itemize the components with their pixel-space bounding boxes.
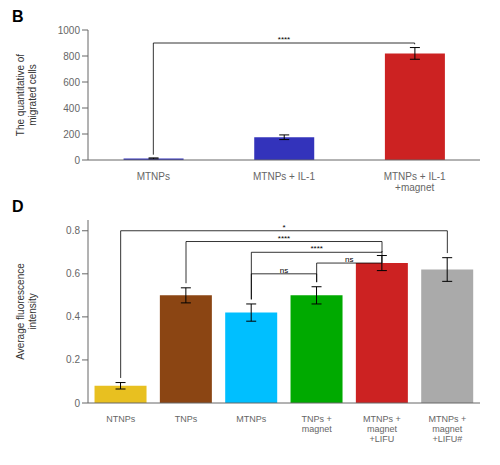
html-text:B: B	[12, 8, 24, 25]
svg-text:0.8: 0.8	[66, 225, 80, 236]
svg-text:0: 0	[74, 398, 80, 409]
svg-text:ns: ns	[345, 255, 353, 264]
svg-text:TNPs +magnet: TNPs +magnet	[302, 414, 333, 434]
svg-text:Average fluorescenceintensity: Average fluorescenceintensity	[15, 263, 38, 360]
svg-text:400: 400	[63, 103, 80, 114]
svg-text:MTNPs +magnet+LIFU#: MTNPs +magnet+LIFU#	[428, 414, 466, 444]
svg-text:****: ****	[278, 234, 290, 243]
svg-text:****: ****	[310, 244, 322, 253]
svg-text:200: 200	[63, 129, 80, 140]
svg-text:0.2: 0.2	[66, 354, 80, 365]
svg-text:MTNPs + IL-1+magnet: MTNPs + IL-1+magnet	[384, 171, 446, 193]
svg-text:NTNPs: NTNPs	[106, 414, 135, 424]
svg-text:0.4: 0.4	[66, 311, 80, 322]
svg-text:TNPs: TNPs	[175, 414, 198, 424]
svg-text:ns: ns	[280, 266, 288, 275]
svg-text:0: 0	[74, 155, 80, 166]
svg-text:800: 800	[63, 51, 80, 62]
svg-text:1000: 1000	[58, 25, 81, 36]
svg-text:The quantitative ofmigrated ce: The quantitative ofmigrated cells	[15, 54, 38, 136]
svg-text:0.6: 0.6	[66, 268, 80, 279]
svg-text:*: *	[282, 223, 285, 232]
svg-text:MTNPs: MTNPs	[137, 171, 170, 182]
svg-text:MTNPs +magnet+LIFU: MTNPs +magnet+LIFU	[363, 414, 401, 444]
svg-text:****: ****	[278, 35, 290, 44]
svg-text:600: 600	[63, 77, 80, 88]
svg-text:MTNPs: MTNPs	[236, 414, 266, 424]
svg-text:MTNPs + IL-1: MTNPs + IL-1	[253, 171, 315, 182]
html-text:D: D	[12, 198, 24, 215]
